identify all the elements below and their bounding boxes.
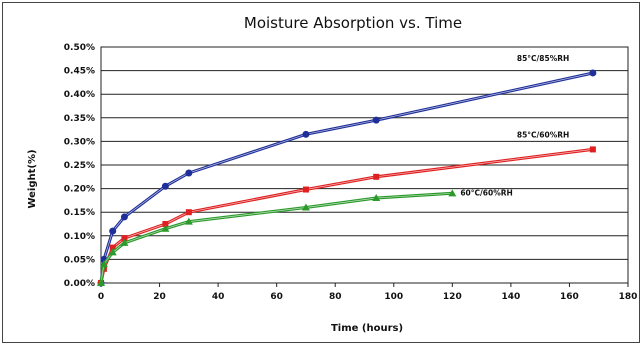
y-tick-label: 0.10%: [64, 232, 95, 242]
series-group: [97, 69, 597, 287]
data-point: [373, 173, 380, 180]
y-tick-label: 0.15%: [64, 208, 95, 218]
x-tick-label: 20: [153, 292, 166, 302]
series-line-highlight: [100, 72, 593, 284]
y-tick-label: 0.25%: [64, 161, 95, 171]
x-tick-label: 120: [443, 292, 462, 302]
y-tick-label: 0.40%: [64, 90, 95, 100]
y-tick-label: 0.00%: [64, 279, 95, 289]
data-point: [185, 209, 192, 216]
series-label: 85°C/60%RH: [517, 130, 569, 139]
series-line-highlight: [100, 192, 453, 284]
x-tick-label: 40: [212, 292, 225, 302]
data-point: [162, 221, 169, 227]
y-tick-labels: 0.00% 0.05% 0.10% 0.15% 0.20% 0.25% 0.30% 0.35%…: [64, 43, 95, 289]
data-point: [301, 203, 310, 211]
series-label: 85°C/85%RH: [517, 54, 569, 63]
series-labels: 85°C/85%RH 85°C/60%RH 60°C/60%RH: [460, 54, 569, 197]
data-point: [589, 146, 596, 153]
y-tick-label: 0.35%: [64, 114, 95, 124]
y-tick-label: 0.50%: [64, 43, 95, 53]
chart-frame: Moisture Absorption vs. Time 0.00% 0.05% 0…: [2, 2, 640, 343]
data-point: [120, 238, 129, 246]
y-tick-label: 0.20%: [64, 185, 95, 195]
series-label: 60°C/60%RH: [460, 188, 512, 197]
data-point: [109, 227, 117, 235]
y-axis-title: Weight(%): [27, 149, 38, 208]
plot-area: [100, 46, 629, 284]
data-point: [185, 169, 193, 177]
x-axis-title: Time (hours): [331, 323, 403, 334]
data-point: [372, 194, 381, 202]
data-point: [372, 116, 380, 124]
data-point: [109, 244, 116, 251]
chart-title: Moisture Absorption vs. Time: [244, 14, 462, 32]
series-line: [99, 147, 594, 284]
data-point: [121, 235, 128, 242]
x-tick-label: 80: [329, 292, 342, 302]
data-point: [161, 182, 169, 190]
x-tick-label: 140: [501, 292, 520, 302]
data-point: [161, 224, 170, 232]
data-point: [108, 248, 117, 256]
x-tick-label: 0: [98, 292, 104, 302]
data-point: [184, 217, 193, 225]
data-point: [448, 189, 457, 197]
series-line: [99, 191, 453, 284]
data-point: [589, 69, 597, 77]
data-point: [302, 186, 309, 193]
data-point: [97, 279, 105, 286]
x-tick-label: 180: [619, 292, 638, 302]
data-point: [120, 213, 128, 221]
x-tick-label: 100: [384, 292, 403, 302]
y-tick-label: 0.30%: [64, 137, 95, 147]
x-tick-label: 60: [270, 292, 283, 302]
x-tick-labels: 0 20 40 60 80 100 120 140 160 180: [98, 283, 638, 302]
y-tick-label: 0.05%: [64, 255, 95, 265]
data-point: [302, 130, 310, 138]
x-tick-label: 160: [560, 292, 579, 302]
series-line: [99, 71, 594, 284]
data-point: [99, 260, 108, 268]
series-line-highlight: [100, 149, 593, 284]
y-tick-label: 0.45%: [64, 67, 95, 77]
moisture-chart: Moisture Absorption vs. Time 0.00%0.05%0…: [27, 14, 638, 334]
